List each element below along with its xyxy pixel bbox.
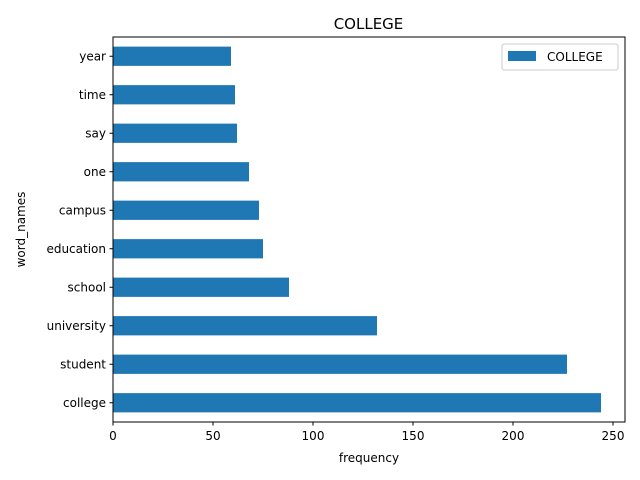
bar-university xyxy=(113,316,377,336)
bars-group xyxy=(113,46,601,413)
y-tick-label-university: university xyxy=(47,319,106,333)
y-tick-label-student: student xyxy=(60,357,106,371)
bar-college xyxy=(113,393,601,413)
bar-student xyxy=(113,354,567,374)
legend-box xyxy=(501,43,619,71)
legend-label: COLLEGE xyxy=(547,50,603,64)
y-axis-ticks: college student university school education c… xyxy=(46,49,113,410)
x-tick-label-50: 50 xyxy=(205,429,220,443)
x-tick-label-150: 150 xyxy=(402,429,425,443)
bar-one xyxy=(113,162,249,182)
y-tick-label-one: one xyxy=(84,165,106,179)
bar-campus xyxy=(113,200,259,220)
x-tick-label-250: 250 xyxy=(602,429,625,443)
plot-frame xyxy=(112,36,626,423)
y-axis-label: word_names xyxy=(14,192,28,268)
y-tick-label-campus: campus xyxy=(59,203,106,217)
bar-school xyxy=(113,277,289,297)
x-tick-label-0: 0 xyxy=(109,429,117,443)
bar-say xyxy=(113,123,237,143)
y-tick-label-say: say xyxy=(85,126,106,140)
bar-time xyxy=(113,85,235,105)
y-tick-label-time: time xyxy=(79,88,106,102)
bar-education xyxy=(113,239,263,259)
y-tick-label-year: year xyxy=(79,49,106,63)
y-tick-label-college: college xyxy=(63,396,106,410)
bar-year xyxy=(113,46,231,66)
x-tick-label-200: 200 xyxy=(502,429,525,443)
x-tick-label-100: 100 xyxy=(302,429,325,443)
y-tick-label-school: school xyxy=(68,280,106,294)
x-axis-label: frequency xyxy=(339,451,399,465)
legend: COLLEGE xyxy=(501,43,619,71)
legend-swatch xyxy=(508,51,536,61)
x-axis-ticks: 0 50 100 150 200 250 xyxy=(109,422,624,443)
chart-title: COLLEGE xyxy=(334,15,404,33)
y-tick-label-education: education xyxy=(46,242,106,256)
